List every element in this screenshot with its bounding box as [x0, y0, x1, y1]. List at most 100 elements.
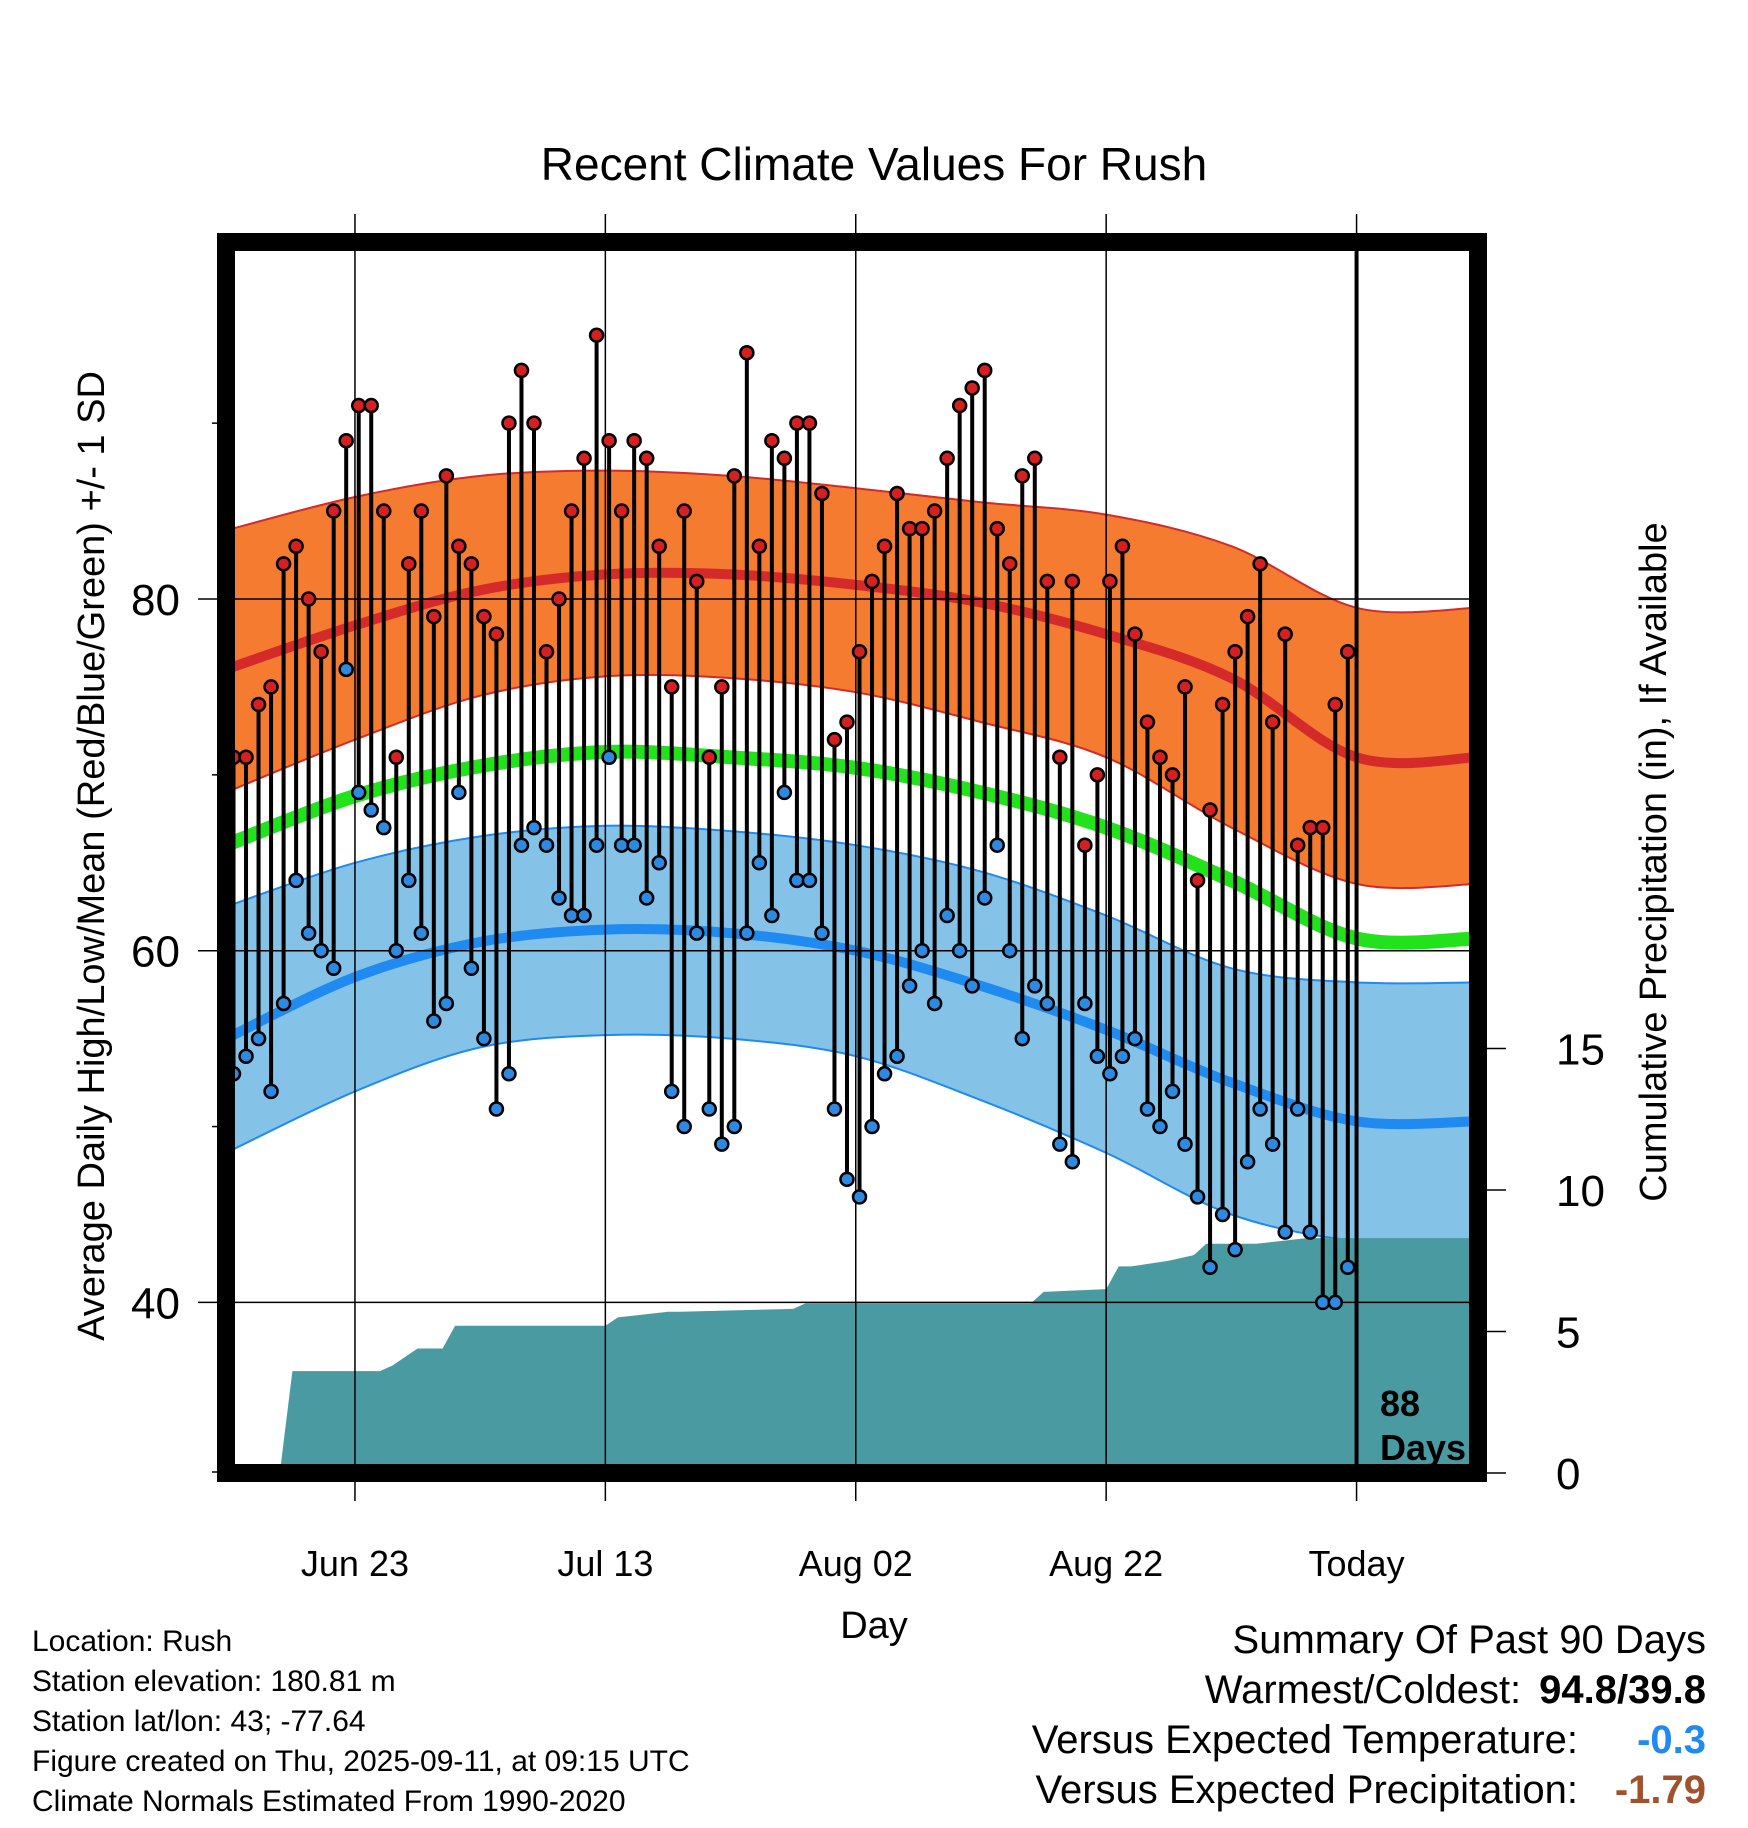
- daily-high-point: [1315, 819, 1331, 836]
- y-right-tick-label: 10: [1556, 1167, 1605, 1216]
- daily-low-point: [451, 784, 467, 801]
- normals-bands: [226, 469, 1478, 1244]
- daily-low-point: [488, 1101, 505, 1117]
- daily-high-point: [300, 591, 317, 607]
- y-axis-left-label: Average Daily High/Low/Mean (Red/Blue/Gr…: [71, 371, 113, 1341]
- daily-low-point: [1164, 1083, 1181, 1100]
- daily-high-point: [914, 520, 930, 537]
- precipitation-area: [279, 1238, 1478, 1473]
- daily-high-point: [751, 538, 768, 554]
- daily-low-point: [864, 1118, 880, 1135]
- daily-high-point: [1289, 837, 1306, 853]
- daily-low-point: [1014, 1030, 1031, 1047]
- precip-anomaly-label: Versus Expected Precipitation:: [1035, 1768, 1578, 1812]
- daily-high-point: [1102, 573, 1118, 590]
- daily-high-point: [876, 538, 893, 554]
- daily-high-point: [826, 731, 843, 748]
- daily-low-point: [814, 925, 830, 941]
- daily-low-point: [689, 925, 705, 941]
- daily-high-point: [1052, 749, 1068, 766]
- daily-high-point: [926, 503, 943, 519]
- daily-low-point: [263, 1083, 279, 1100]
- daily-high-point: [651, 538, 667, 554]
- daily-low-point: [1239, 1153, 1256, 1170]
- daily-low-point: [976, 890, 993, 906]
- daily-high-point: [626, 432, 642, 449]
- daily-low-point: [463, 960, 480, 977]
- x-axis-label: Day: [840, 1605, 908, 1647]
- daily-high-point: [563, 503, 580, 519]
- temp-anomaly-label: Versus Expected Temperature:: [1031, 1718, 1578, 1762]
- daily-high-point: [1114, 538, 1131, 554]
- daily-high-point: [1239, 608, 1256, 625]
- daily-low-point: [876, 1066, 893, 1082]
- daily-high-point: [1039, 573, 1056, 590]
- daily-low-point: [1177, 1136, 1193, 1152]
- precip-area: [279, 1238, 1478, 1473]
- elevation-text: Station elevation: 180.81 m: [32, 1665, 396, 1698]
- warmest-coldest-label: Warmest/Coldest:: [1204, 1668, 1522, 1712]
- temp-anomaly-value: -0.3: [1637, 1718, 1706, 1762]
- daily-low-point: [663, 1083, 680, 1100]
- daily-low-point: [826, 1101, 843, 1117]
- daily-low-point: [338, 661, 354, 678]
- daily-low-point: [701, 1101, 718, 1117]
- y-left-tick-label: 60: [131, 928, 180, 977]
- daily-low-point: [476, 1030, 492, 1047]
- daily-high-point: [1089, 767, 1106, 783]
- daily-low-point: [250, 1030, 267, 1047]
- daily-high-point: [764, 432, 780, 449]
- daily-high-point: [363, 397, 379, 414]
- daily-low-point: [926, 995, 943, 1012]
- daily-high-point: [714, 679, 730, 695]
- daily-high-point: [526, 415, 542, 431]
- daily-low-point: [1214, 1206, 1231, 1223]
- precip-anomaly-value: -1.79: [1614, 1768, 1706, 1812]
- created-text: Figure created on Thu, 2025-09-11, at 09…: [32, 1745, 690, 1778]
- daily-low-point: [613, 837, 630, 853]
- daily-low-point: [801, 872, 818, 889]
- days-annotation-unit: Days: [1380, 1427, 1466, 1468]
- daily-high-point: [1077, 837, 1093, 853]
- daily-high-point: [250, 696, 267, 713]
- daily-low-point: [275, 995, 292, 1012]
- daily-high-point: [1189, 872, 1206, 889]
- daily-low-point: [413, 925, 430, 941]
- y-right-tick-label: 15: [1556, 1026, 1605, 1075]
- daily-high-point: [588, 327, 605, 343]
- daily-high-point: [1202, 802, 1218, 818]
- daily-low-point: [739, 925, 755, 941]
- daily-low-point: [1114, 1048, 1131, 1064]
- warmest-coldest-value: 94.8/39.8: [1539, 1668, 1706, 1712]
- daily-low-point: [1315, 1294, 1331, 1311]
- daily-low-point: [238, 1048, 254, 1064]
- daily-low-point: [626, 837, 642, 853]
- daily-low-point: [576, 907, 592, 924]
- daily-low-point: [1027, 978, 1043, 994]
- daily-low-point: [1002, 942, 1018, 959]
- daily-high-point: [676, 503, 692, 519]
- daily-low-point: [1189, 1189, 1206, 1205]
- daily-low-point: [526, 819, 542, 836]
- daily-high-point: [1127, 626, 1143, 642]
- x-tick-label: Jun 23: [301, 1543, 409, 1584]
- daily-low-point: [288, 872, 304, 889]
- daily-high-point: [889, 485, 905, 502]
- daily-low-point: [638, 890, 655, 906]
- axes: Jun 23 Jul 13 Aug 02 Aug 22 Today 40 60 80 0 5 10 1…: [131, 214, 1605, 1584]
- daily-low-point: [401, 872, 417, 889]
- daily-high-point: [1164, 767, 1181, 783]
- daily-high-point: [1327, 696, 1344, 713]
- daily-high-point: [413, 503, 430, 519]
- daily-high-point: [501, 415, 517, 431]
- daily-high-point: [1302, 819, 1318, 836]
- daily-low-point: [776, 784, 793, 801]
- daily-high-point: [1064, 573, 1081, 590]
- plot-border: [217, 233, 1487, 1482]
- daily-high-point: [388, 749, 405, 766]
- daily-low-point: [300, 925, 317, 941]
- daily-high-point: [789, 415, 805, 431]
- daily-low-point: [551, 890, 567, 906]
- daily-low-point: [563, 907, 580, 924]
